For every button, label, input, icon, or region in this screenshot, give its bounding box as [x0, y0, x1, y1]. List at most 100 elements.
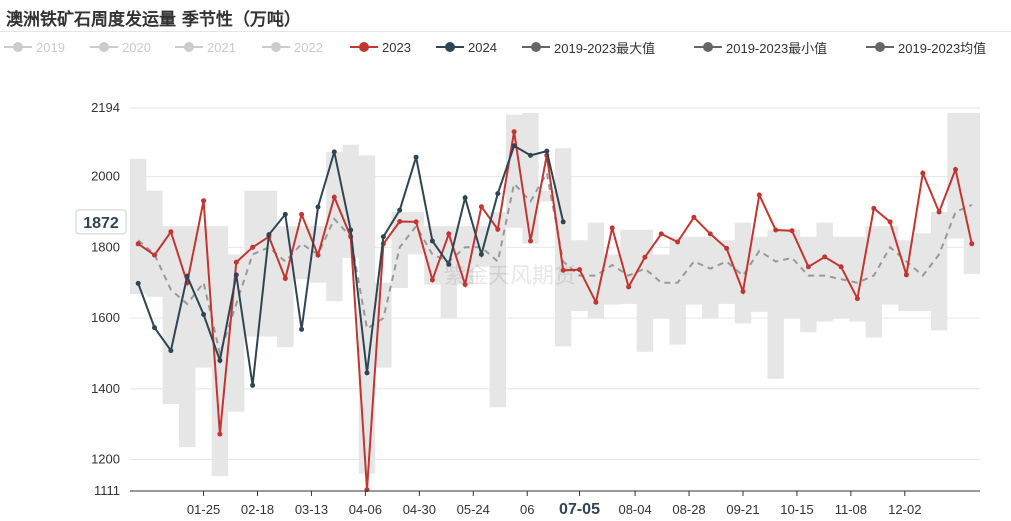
- data-point-2023: [560, 267, 566, 273]
- data-point-2024: [446, 261, 452, 267]
- x-tick-label: 08-04: [618, 502, 651, 517]
- legend-item-2020[interactable]: 2020: [90, 37, 151, 57]
- y-pointer-label: 1872: [83, 215, 119, 232]
- data-point-2023: [789, 228, 795, 234]
- data-point-2024: [380, 234, 386, 240]
- legend-symbol-icon: [694, 42, 722, 52]
- y-tick-label: 1200: [91, 452, 120, 467]
- legend-symbol-icon: [262, 42, 290, 52]
- y-pointer-box: [75, 209, 127, 235]
- data-point-2023: [299, 211, 305, 217]
- legend-item-2019-2023最小值[interactable]: 2019-2023最小值: [694, 37, 827, 57]
- data-point-2023: [495, 226, 501, 232]
- legend-symbol-icon: [436, 42, 464, 52]
- legend-label: 2019-2023最小值: [726, 40, 828, 56]
- data-point-2023: [233, 259, 239, 265]
- x-tick-label: 02-18: [241, 502, 274, 517]
- legend-symbol-icon: [90, 42, 118, 52]
- legend-item-2019-2023最大值[interactable]: 2019-2023最大值: [522, 37, 655, 57]
- x-tick-label: 06: [520, 502, 534, 517]
- legend-symbol-icon: [866, 42, 894, 52]
- data-point-2023: [691, 214, 697, 220]
- data-series: [135, 129, 975, 493]
- data-point-2024: [135, 280, 141, 286]
- x-tick-label: 04-30: [403, 502, 436, 517]
- data-point-2023: [250, 244, 256, 250]
- data-point-2024: [184, 273, 190, 279]
- data-point-2023: [593, 299, 599, 305]
- y-tick-label: 1600: [91, 310, 120, 325]
- legend-label: 2024: [468, 39, 497, 55]
- data-point-2024: [299, 326, 305, 332]
- x-tick-label: 03-13: [295, 502, 328, 517]
- data-point-2024: [331, 149, 337, 155]
- data-point-2023: [429, 277, 435, 283]
- data-point-2023: [740, 289, 746, 294]
- data-point-2024: [528, 152, 533, 158]
- x-tick-label: 08-28: [672, 502, 705, 517]
- data-point-2024: [495, 191, 501, 197]
- data-point-2024: [511, 143, 517, 149]
- legend-item-2023[interactable]: 2023: [350, 37, 411, 57]
- data-point-2023: [168, 229, 174, 235]
- data-point-2024: [201, 312, 207, 317]
- data-point-2024: [282, 211, 288, 217]
- data-point-2023: [887, 219, 893, 225]
- data-point-2023: [462, 282, 468, 287]
- data-point-2024: [478, 251, 484, 257]
- data-point-2024: [560, 219, 566, 225]
- legend-symbol-icon: [350, 42, 378, 52]
- data-point-2024: [266, 232, 272, 238]
- legend-label: 2019-2023均值: [898, 40, 987, 56]
- x-tick-label: 05-24: [457, 502, 490, 517]
- data-point-2023: [822, 254, 828, 260]
- x-tick-label: 09-21: [726, 502, 759, 517]
- legend-label: 2019-2023最大值: [554, 40, 656, 56]
- data-point-2023: [805, 264, 811, 270]
- data-point-2023: [969, 241, 975, 247]
- data-point-2023: [577, 267, 582, 273]
- data-point-2023: [478, 204, 484, 210]
- legend-item-2019-2023均值[interactable]: 2019-2023均值: [866, 37, 986, 57]
- data-point-2023: [217, 431, 223, 437]
- legend-symbol-icon: [4, 42, 32, 52]
- y-tick-label: 1400: [91, 381, 120, 396]
- legend-label: 2021: [207, 39, 236, 55]
- data-point-2023: [626, 284, 632, 290]
- chart-title: 澳洲铁矿石周度发运量 季节性（万吨）: [6, 10, 301, 30]
- x-tick-label: 12-02: [888, 502, 921, 517]
- data-point-2024: [364, 370, 370, 376]
- data-point-2023: [413, 219, 419, 225]
- legend-item-2022[interactable]: 2022: [262, 37, 323, 57]
- data-point-2023: [756, 192, 762, 198]
- data-point-2024: [429, 238, 435, 244]
- axes: 1111 1200 1400 1600 1800 2000 2194 01-25 02-18 03…: [91, 100, 980, 517]
- data-point-2024: [250, 382, 256, 388]
- band-area: [130, 113, 980, 477]
- data-point-2023: [282, 276, 288, 281]
- data-point-2024: [168, 348, 174, 354]
- title-divider: [0, 31, 1011, 32]
- legend-item-2019[interactable]: 2019: [4, 37, 65, 57]
- data-point-2023: [609, 225, 615, 231]
- legend-item-2024[interactable]: 2024: [436, 37, 497, 57]
- data-point-2023: [773, 227, 779, 233]
- data-point-2023: [528, 238, 533, 244]
- x-tick-label: 04-06: [349, 502, 382, 517]
- axis-pointer: 1872 07-05: [75, 209, 600, 518]
- data-point-2024: [315, 204, 321, 210]
- x-tick-label: 01-25: [187, 502, 220, 517]
- y-tick-label: 1800: [91, 239, 120, 254]
- data-point-2024: [462, 195, 468, 201]
- data-point-2023: [446, 231, 452, 237]
- legend-item-2021[interactable]: 2021: [175, 37, 236, 57]
- data-point-2023: [707, 231, 713, 237]
- data-point-2024: [217, 358, 223, 363]
- data-point-2024: [152, 325, 157, 331]
- legend-label: 2020: [122, 39, 151, 55]
- data-point-2023: [936, 209, 942, 215]
- data-point-2023: [953, 167, 958, 172]
- data-point-2024: [233, 272, 239, 278]
- data-point-2023: [315, 252, 321, 258]
